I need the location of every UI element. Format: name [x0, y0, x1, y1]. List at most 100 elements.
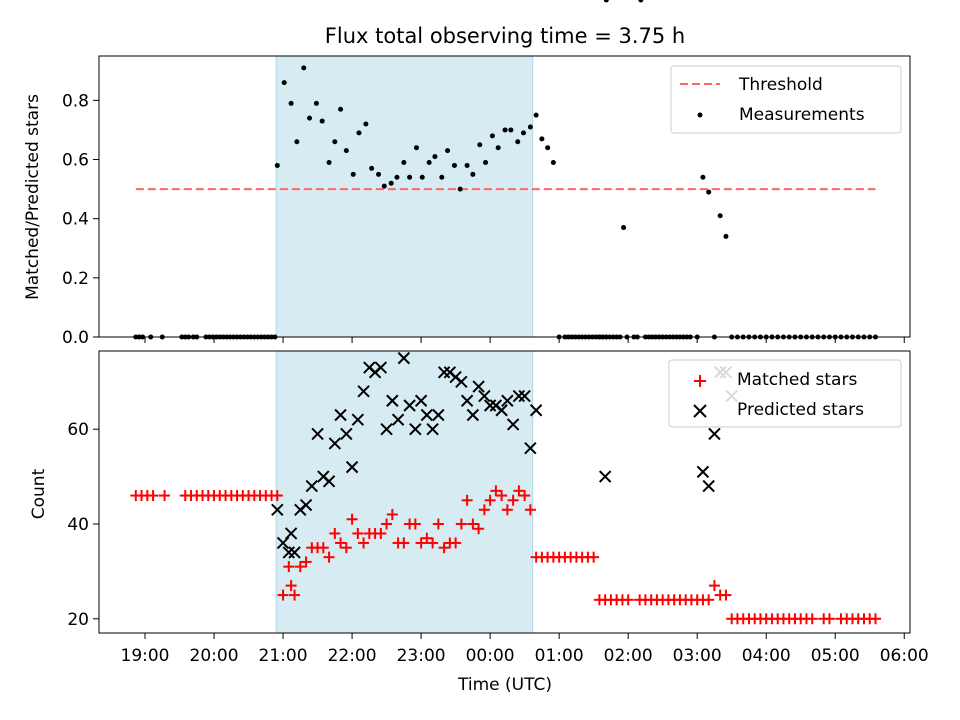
predicted-star-point [483, 399, 497, 412]
measurement-point [451, 162, 457, 168]
x-tick-label: 20:00 [190, 646, 239, 666]
predicted-star-point [501, 394, 514, 407]
bottom-legend-box [668, 359, 902, 428]
predicted-star-point [345, 460, 359, 474]
matched-star-point [386, 509, 398, 521]
matched-star-point [375, 527, 387, 539]
x-tick-label: 00:00 [466, 646, 515, 666]
measurement-point [483, 159, 489, 165]
matched-star-point [461, 494, 473, 506]
matched-star-point [421, 532, 433, 544]
matched-star-point [720, 589, 732, 601]
matched-star-point [415, 537, 427, 549]
y-tick-label: 40 [67, 515, 89, 535]
matched-star-point [432, 518, 444, 530]
matched-legend-swatch [694, 375, 706, 387]
measurement-point [394, 174, 400, 180]
matched-star-point [823, 613, 835, 625]
matched-star-point [381, 518, 393, 530]
matched-star-point [490, 485, 502, 497]
predicted-star-point [420, 408, 434, 422]
matched-star-point [289, 589, 301, 601]
measurement-point [520, 130, 526, 136]
matched-star-point [271, 490, 283, 502]
predicted-star-point [299, 498, 313, 512]
matched-star-point [147, 490, 159, 502]
matched-star-point [340, 542, 352, 554]
measurement-point [445, 148, 451, 154]
measurement-point [363, 121, 369, 127]
measurement-point [432, 154, 438, 160]
predicted-star-point [409, 422, 422, 436]
top-y-axis-label: Matched/Predicted stars [23, 94, 43, 300]
predicted-star-point [598, 470, 612, 483]
matched-star-point [496, 490, 508, 502]
y-tick-label: 0.2 [62, 269, 89, 289]
predicted-star-point [276, 536, 290, 550]
matched-star-point [519, 490, 531, 502]
x-tick-label: 01:00 [535, 646, 584, 666]
predicted-star-point [282, 546, 296, 559]
matched-star-point [708, 580, 720, 592]
measurement-point [700, 174, 706, 180]
matched-star-point [346, 513, 358, 525]
y-tick-label: 0.0 [62, 328, 89, 348]
measurement-point [706, 189, 712, 195]
measurement-point [477, 142, 483, 148]
matched-star-point [703, 594, 715, 606]
matched-star-point [513, 485, 525, 497]
predicted-star-point [322, 475, 336, 488]
measurement-point [281, 80, 287, 86]
measurement-point [439, 174, 445, 180]
matched-star-point [507, 494, 519, 506]
predicted-star-point [271, 503, 284, 516]
measurements-legend-label: Measurements [739, 105, 865, 125]
predicted-star-point [351, 413, 365, 426]
x-tick-label: 05:00 [811, 646, 860, 666]
predicted-star-point [328, 437, 342, 450]
observing-window-shade [275, 55, 534, 338]
predicted-star-point [334, 408, 347, 422]
measurement-point [717, 213, 723, 219]
matched-star-point [277, 589, 289, 601]
predicted-star-point [696, 465, 710, 479]
predicted-star-point [455, 375, 468, 389]
observing-window-shade-bottom [275, 350, 534, 634]
matched-star-point [329, 527, 341, 539]
measurement-point [274, 162, 280, 168]
bottom-plot-frame [98, 350, 911, 634]
x-tick-label: 22:00 [328, 646, 377, 666]
measurement-point [508, 127, 514, 133]
measurement-point [319, 118, 325, 124]
measurement-point [369, 165, 375, 171]
predicted-star-point [288, 546, 301, 559]
predicted-star-point [391, 413, 405, 426]
matched-star-point [409, 518, 421, 530]
matched-star-point [317, 542, 329, 554]
matched-star-point [398, 537, 410, 549]
predicted-star-point [460, 394, 474, 407]
measurement-point [401, 159, 407, 165]
measurement-point [457, 186, 463, 192]
predicted-star-point [529, 404, 543, 417]
top-panel: 0.00.20.40.60.8 Matched/Predicted stars … [23, 0, 911, 348]
measurement-point [326, 159, 332, 165]
measurement-point [419, 174, 425, 180]
measurement-point [343, 148, 349, 154]
measurement-point [288, 100, 294, 106]
matched-star-point [478, 504, 490, 516]
measurements-legend-swatch [697, 112, 703, 118]
matched-star-point [467, 518, 479, 530]
bottom-legend: Matched stars Predicted stars [668, 359, 902, 428]
x-tick-label: 03:00 [673, 646, 722, 666]
chart-title: Flux total observing time = 3.75 h [325, 24, 685, 48]
x-tick-label: 04:00 [742, 646, 791, 666]
measurement-point [489, 133, 495, 139]
predicted-star-point [702, 479, 715, 493]
x-tick-label: 02:00 [604, 646, 653, 666]
bottom-series-group [130, 351, 881, 625]
x-tick-label: 21:00 [259, 646, 308, 666]
measurement-point [470, 171, 476, 177]
predicted-star-point [512, 389, 526, 403]
